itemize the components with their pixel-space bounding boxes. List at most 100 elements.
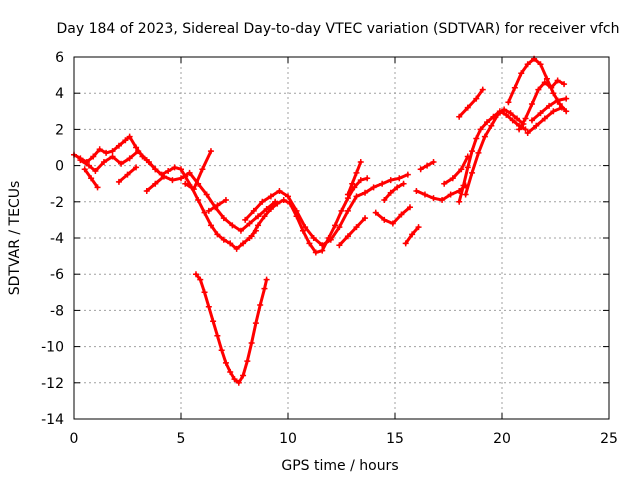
data-point-arc-1-17 (178, 166, 184, 173)
data-point-arc-22-1 (511, 84, 518, 91)
data-point-arc-1-9 (126, 133, 133, 140)
data-point-arc-2-17 (220, 215, 227, 222)
chart-title: Day 184 of 2023, Sidereal Day-to-day VTE… (56, 21, 619, 37)
data-point-arc-1-3 (90, 153, 97, 160)
data-point-arc-12-1 (349, 180, 356, 187)
data-point-arc-25-3 (550, 108, 557, 115)
data-point-arc-13-0 (372, 209, 379, 216)
y-tick-labels: 6 4 2 0 -2 -4 -6 -8 -10 -12 -14 (41, 50, 64, 428)
data-point-arc-13-2 (389, 220, 396, 227)
data-point-arc-23-1 (522, 115, 529, 122)
data-point-arc-8-16 (261, 285, 268, 292)
series-arc-4 (115, 164, 140, 185)
data-point-arc-8-15 (257, 301, 264, 308)
data-point-arc-1-26 (233, 245, 240, 252)
data-point-arc-8-13 (248, 339, 255, 346)
data-point-arc-9-3 (267, 206, 274, 213)
data-point-arc-9-17 (357, 177, 364, 184)
data-point-arc-2-20 (246, 220, 253, 227)
data-point-arc-2-9 (152, 166, 159, 173)
data-point-arc-10-6 (293, 207, 300, 214)
data-point-arc-2-2 (92, 168, 99, 175)
data-point-arc-22-3 (524, 61, 531, 68)
data-point-arc-1-15 (165, 168, 172, 175)
data-point-arc-9-2 (261, 213, 268, 220)
series-arc-8 (192, 271, 270, 386)
data-point-arc-5-0 (143, 187, 150, 194)
data-point-arc-19-1 (460, 182, 467, 189)
data-point-arc-4-0 (115, 178, 122, 185)
data-point-arc-8-2 (201, 289, 208, 296)
data-point-arc-10-15 (370, 184, 377, 191)
data-point-arc-1-24 (220, 236, 227, 243)
data-point-arc-2-19 (237, 227, 244, 234)
grid (74, 57, 609, 419)
data-point-arc-11-0 (336, 242, 343, 249)
data-point-arc-21-0 (456, 113, 463, 120)
data-point-arc-20-8 (513, 115, 520, 122)
data-point-arc-16-2 (430, 158, 437, 165)
x-tick-label-0: 0 (70, 431, 79, 447)
data-point-arc-1-5 (103, 149, 110, 156)
data-point-arc-6-2 (199, 166, 206, 173)
data-point-arc-16-0 (417, 166, 424, 173)
y-tick-label-0: 0 (55, 159, 64, 175)
data-point-arc-19-6 (484, 119, 491, 126)
series-line-arc-18 (442, 155, 470, 186)
y-tick-label--14: -14 (41, 412, 64, 428)
data-point-arc-10-7 (302, 224, 309, 231)
data-point-arc-21-3 (479, 86, 486, 93)
data-point-arc-10-18 (396, 175, 403, 182)
series-arc-20 (462, 106, 527, 198)
series-arc-3 (81, 166, 101, 191)
data-point-arc-2-6 (126, 155, 133, 162)
data-point-arc-18-1 (449, 175, 456, 182)
x-tick-label-5: 5 (177, 431, 186, 447)
series-arc-25 (524, 104, 565, 137)
data-point-arc-6-1 (190, 186, 197, 193)
series-arc-22 (505, 55, 570, 115)
data-point-arc-12-3 (357, 158, 364, 165)
series-arc-16 (417, 158, 437, 173)
series-arc-10 (242, 171, 411, 249)
data-point-arc-4-1 (124, 171, 131, 178)
series-arc-13 (372, 204, 413, 227)
data-point-arc-1-21 (201, 209, 208, 216)
data-point-arc-2-11 (169, 177, 176, 184)
data-point-arc-18-0 (441, 180, 448, 187)
data-point-arc-3-1 (88, 175, 95, 182)
data-point-arc-1-8 (122, 137, 129, 144)
series-line-arc-14 (382, 182, 406, 202)
data-point-arc-1-6 (109, 148, 116, 155)
data-point-arc-20-3 (481, 133, 488, 140)
data-point-arc-14-2 (394, 184, 401, 191)
data-point-arc-1-7 (115, 142, 122, 149)
series-arc-9 (248, 175, 371, 256)
data-point-arc-23-0 (516, 126, 523, 133)
data-point-arc-8-7 (222, 359, 229, 366)
data-point-arc-19-0 (456, 198, 463, 205)
data-point-arc-9-5 (280, 196, 287, 203)
series-line-arc-22 (506, 57, 568, 113)
data-point-arc-7-0 (205, 207, 212, 214)
data-point-arc-10-8 (310, 235, 317, 241)
data-point-arc-1-22 (207, 222, 214, 229)
data-point-arc-9-14 (338, 207, 345, 214)
data-point-arc-24-1 (537, 110, 544, 117)
data-point-arc-10-4 (276, 187, 283, 194)
data-point-arc-8-12 (244, 358, 251, 365)
series-arc-15 (402, 224, 422, 247)
data-point-arc-19-10 (509, 117, 516, 124)
x-axis-label: GPS time / hours (281, 458, 398, 474)
data-point-arc-10-16 (379, 180, 386, 187)
data-point-arc-2-13 (186, 169, 193, 176)
data-point-arc-5-1 (152, 180, 159, 187)
data-point-arc-16-1 (424, 162, 431, 169)
data-point-arc-25-2 (541, 115, 548, 122)
series-line-arc-23 (517, 79, 566, 131)
data-point-arc-9-9 (306, 240, 313, 247)
data-point-arc-10-0 (242, 216, 249, 223)
series-layer (71, 55, 570, 386)
data-point-arc-10-1 (250, 207, 257, 214)
data-point-arc-8-9 (231, 376, 238, 383)
